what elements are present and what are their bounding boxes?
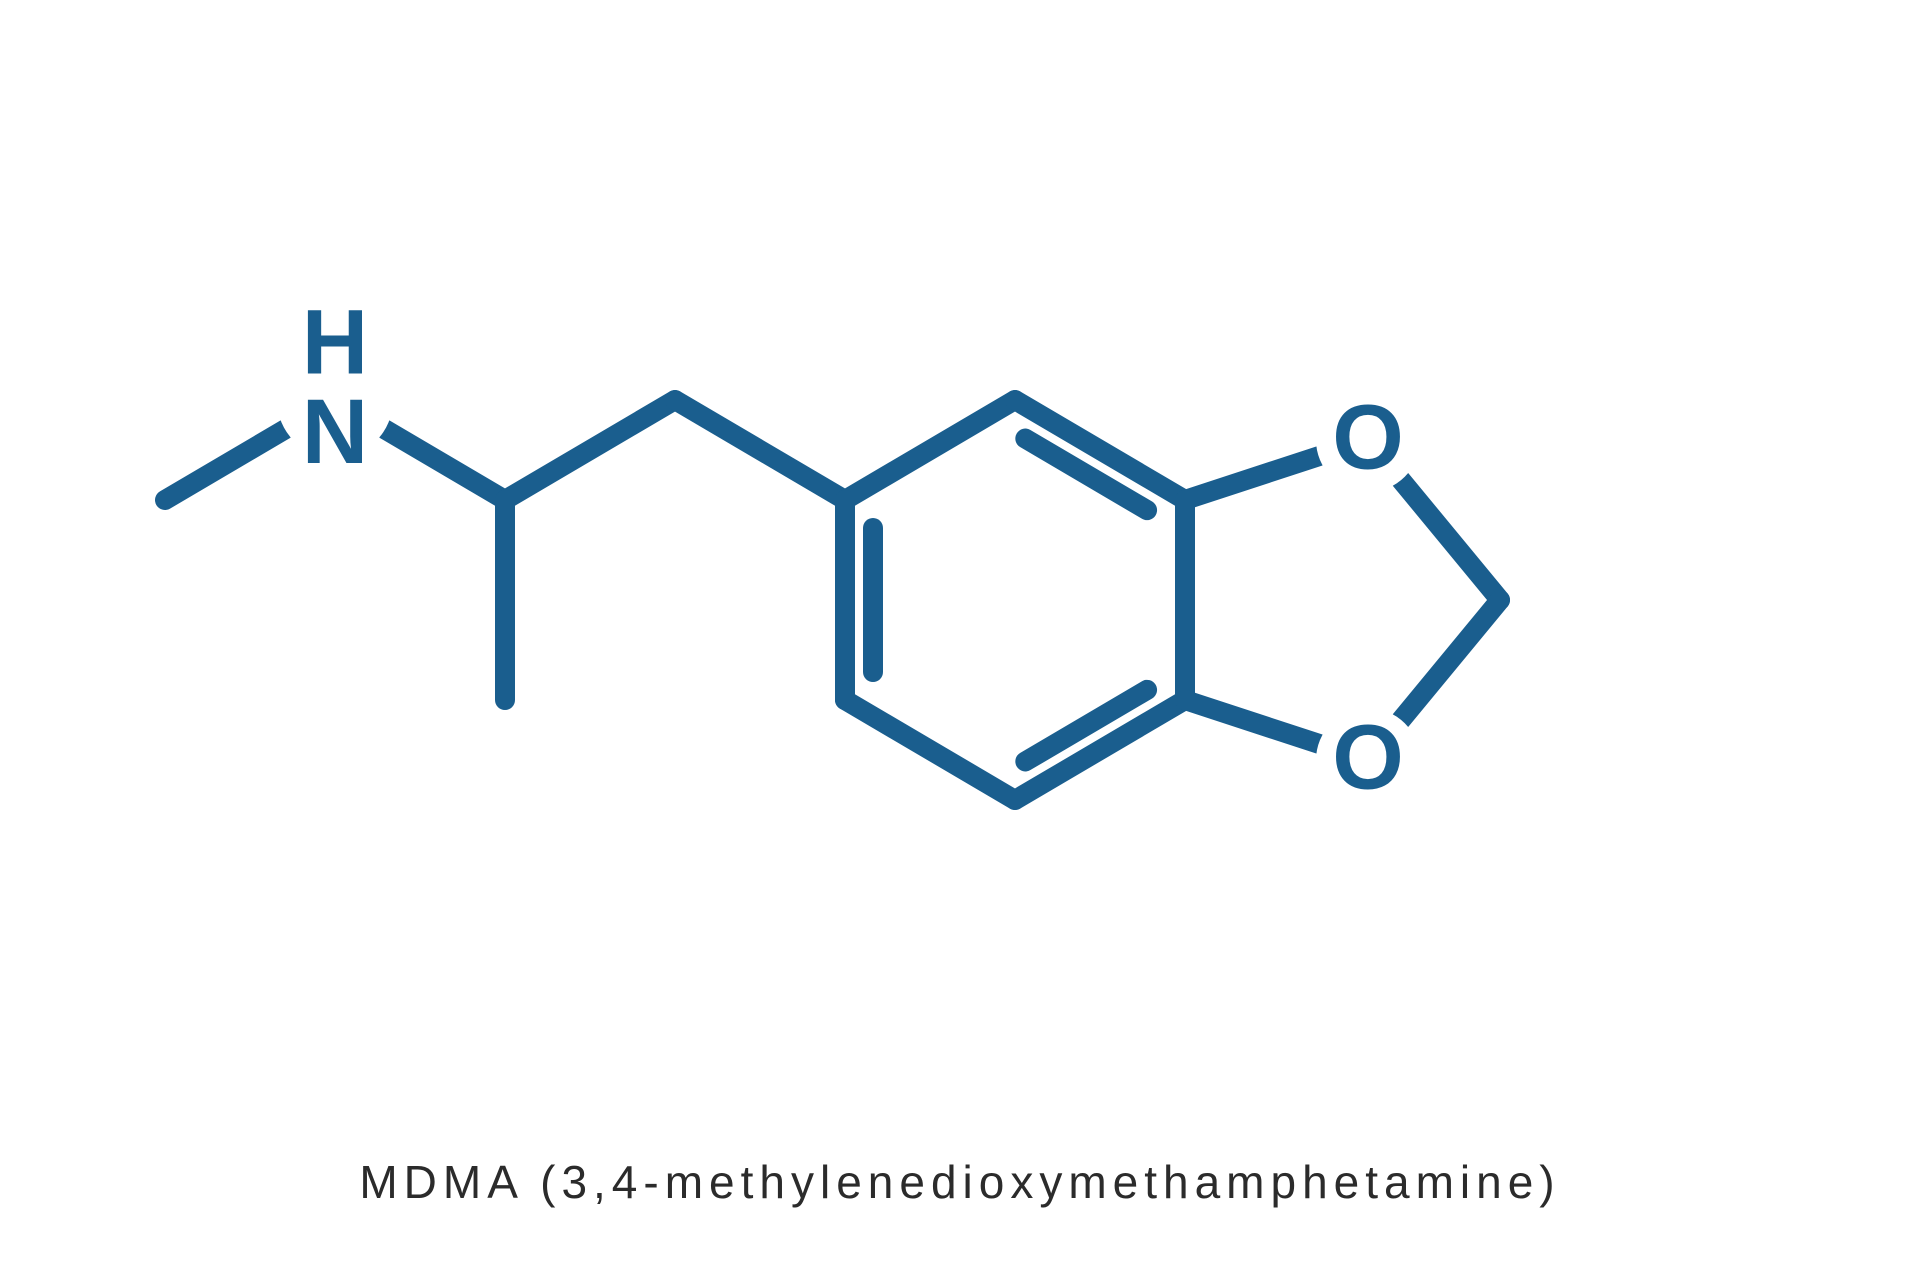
atom-label-o: O [1332,386,1404,488]
atom-label-n: N [302,381,368,483]
molecule-structure: HN O O [0,0,1920,1281]
atom-label-h: H [302,292,368,394]
molecule-caption: MDMA (3,4-methylenedioxymethamphetamine) [0,1155,1920,1209]
diagram-canvas: HN O O MDMA (3,4-methylenedioxymethampheta… [0,0,1920,1281]
atom-label-o: O [1332,706,1404,808]
